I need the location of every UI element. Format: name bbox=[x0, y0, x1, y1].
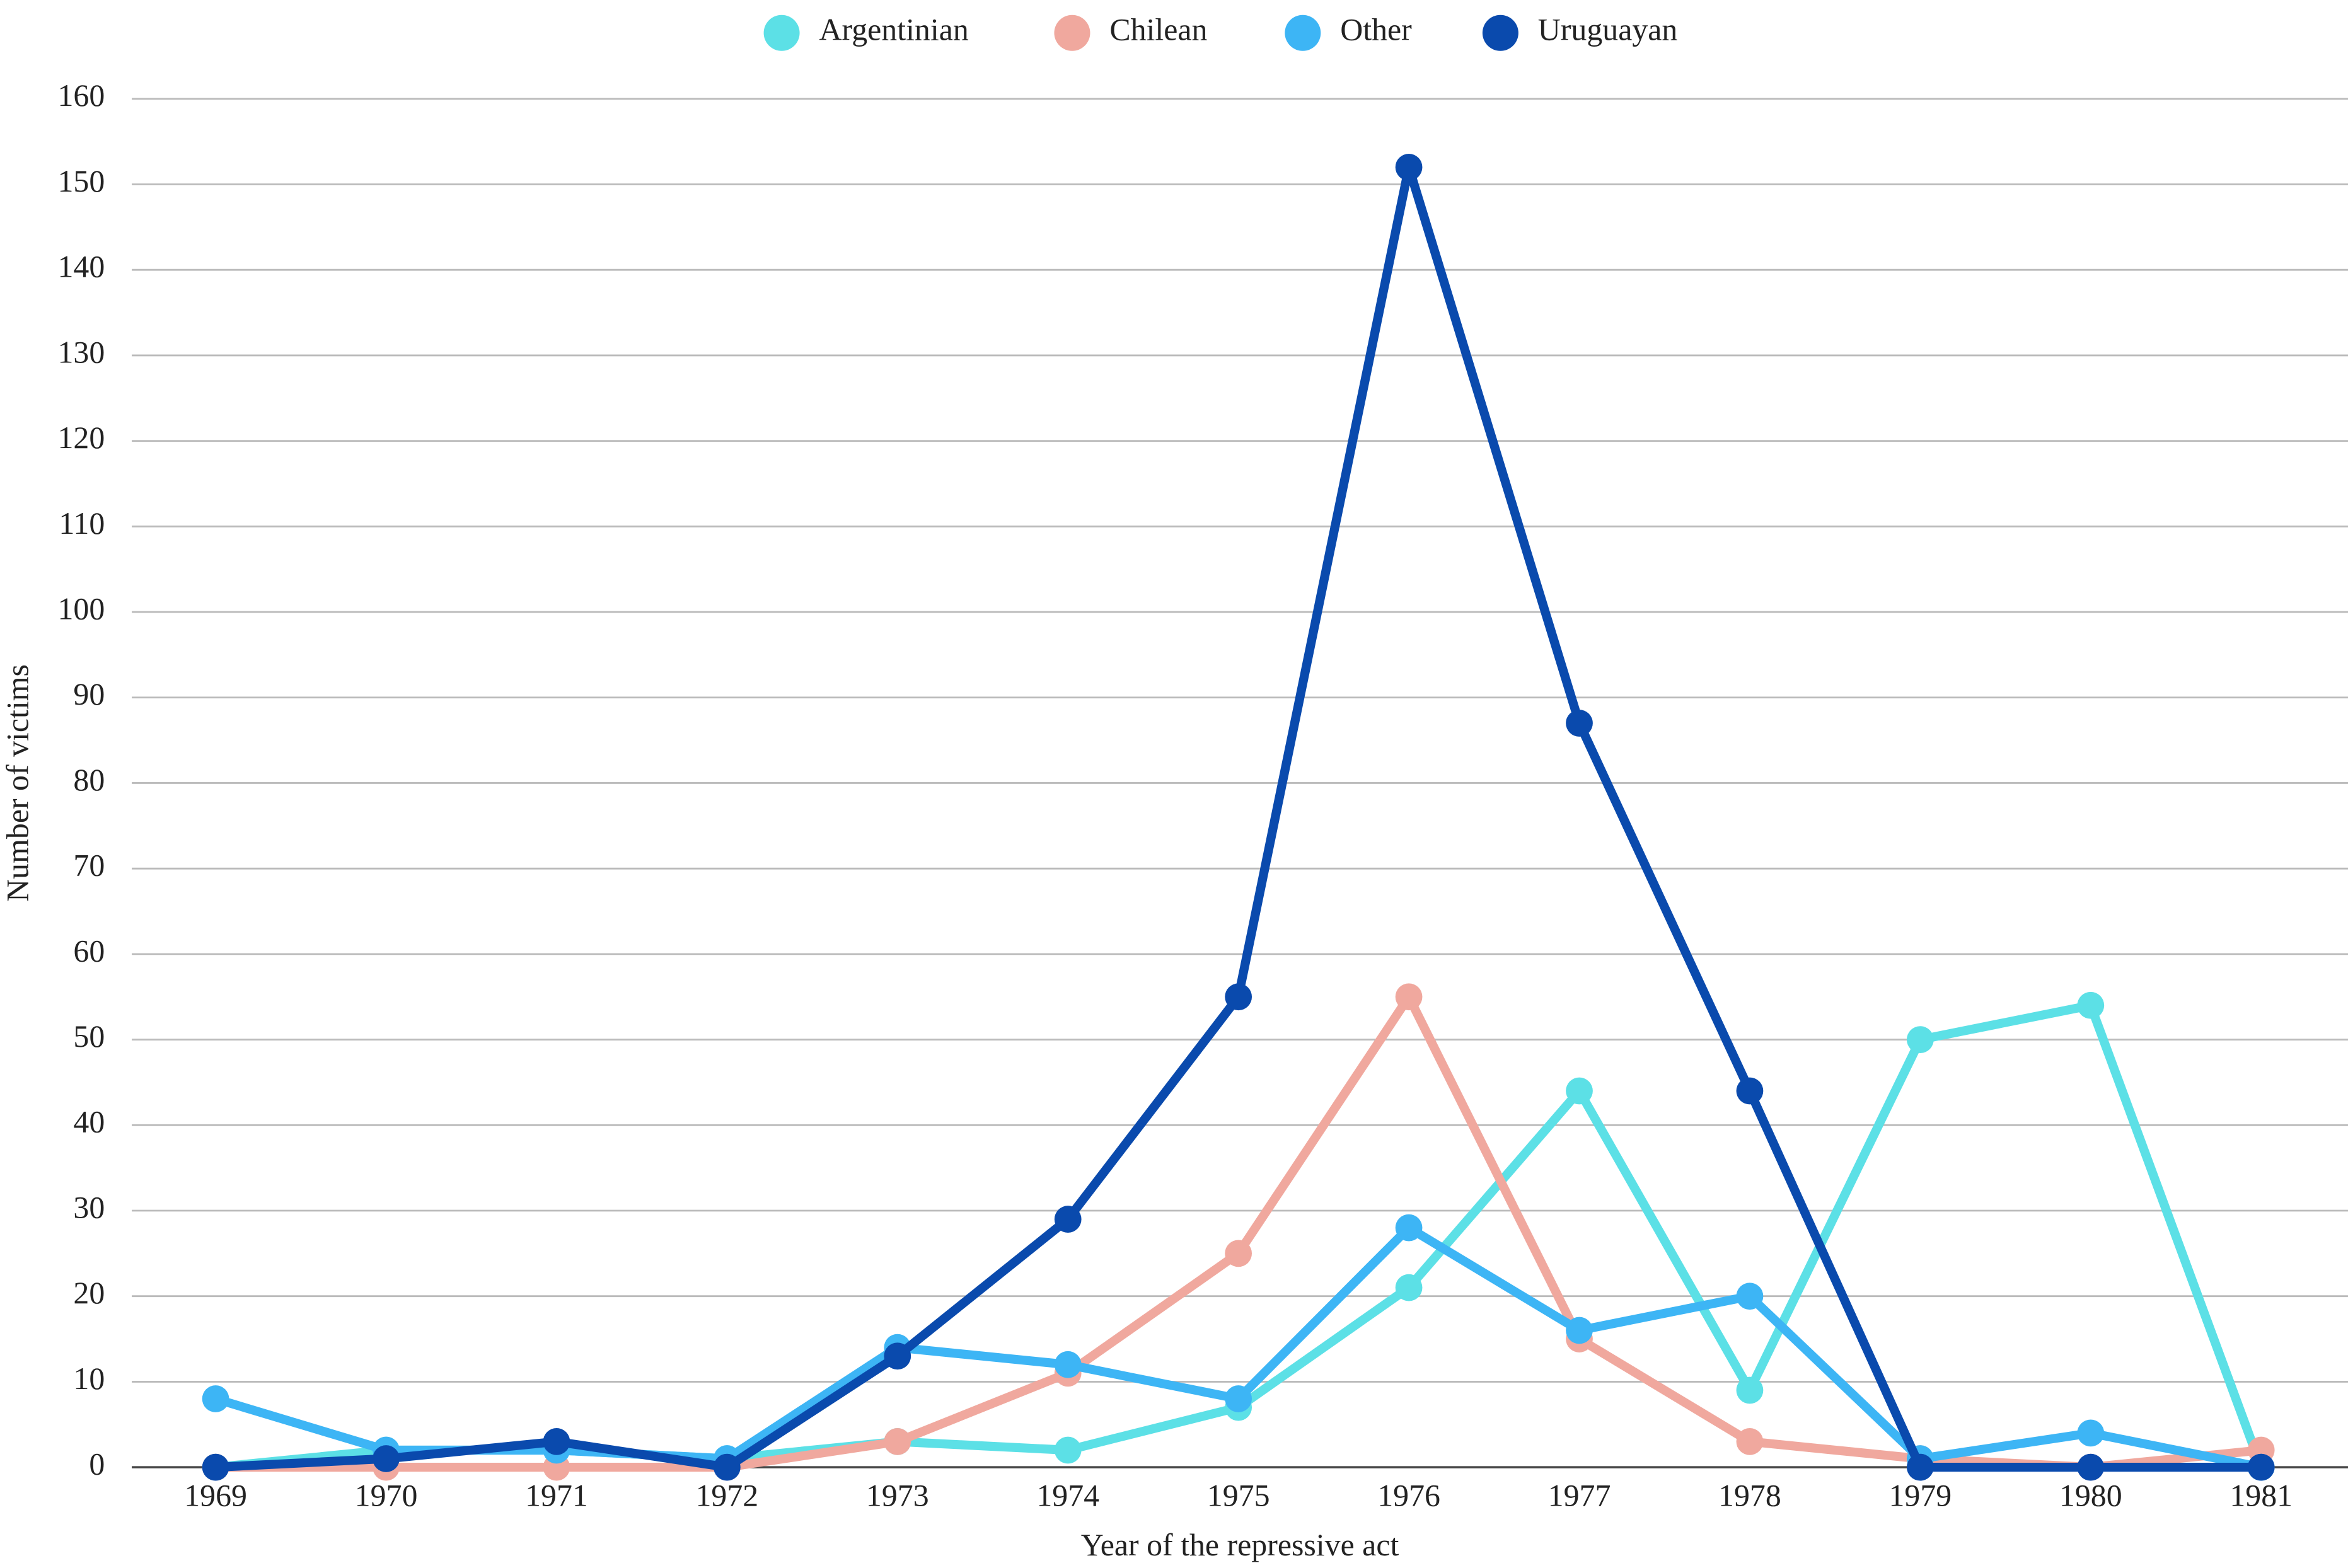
data-point bbox=[2077, 1419, 2105, 1447]
data-point bbox=[884, 1342, 911, 1370]
x-tick-label: 1976 bbox=[1377, 1478, 1440, 1513]
data-point bbox=[1736, 1077, 1764, 1105]
y-tick-label: 70 bbox=[73, 848, 105, 883]
legend-marker bbox=[1482, 14, 1518, 51]
y-tick-label: 60 bbox=[73, 933, 105, 968]
data-point bbox=[1736, 1428, 1764, 1455]
data-point bbox=[1395, 1214, 1423, 1242]
x-tick-label: 1977 bbox=[1548, 1478, 1611, 1513]
x-tick-label: 1979 bbox=[1888, 1478, 1952, 1513]
y-tick-label: 130 bbox=[57, 335, 105, 369]
data-point bbox=[2077, 1453, 2105, 1481]
y-axis-label: Number of victims bbox=[1, 664, 35, 902]
y-tick-label: 90 bbox=[73, 677, 105, 712]
data-point bbox=[373, 1445, 400, 1472]
y-tick-label: 30 bbox=[73, 1190, 105, 1225]
y-tick-label: 100 bbox=[57, 591, 105, 626]
x-tick-label: 1981 bbox=[2229, 1478, 2293, 1513]
data-point bbox=[1225, 983, 1252, 1011]
data-point bbox=[1906, 1026, 1934, 1053]
data-point bbox=[1395, 983, 1423, 1011]
y-tick-label: 50 bbox=[73, 1019, 105, 1054]
x-tick-label: 1970 bbox=[355, 1478, 418, 1513]
legend-label: Chilean bbox=[1109, 13, 1207, 47]
y-tick-label: 20 bbox=[73, 1276, 105, 1310]
x-tick-label: 1974 bbox=[1036, 1478, 1099, 1513]
data-point bbox=[1054, 1206, 1082, 1233]
y-tick-label: 160 bbox=[57, 78, 105, 113]
x-tick-label: 1971 bbox=[525, 1478, 588, 1513]
legend-marker bbox=[763, 14, 800, 51]
x-tick-label: 1972 bbox=[695, 1478, 758, 1513]
legend-label: Argentinian bbox=[819, 13, 968, 47]
data-point bbox=[1054, 1351, 1082, 1378]
data-point bbox=[202, 1453, 229, 1481]
x-tick-label: 1969 bbox=[184, 1478, 247, 1513]
data-point bbox=[1736, 1283, 1764, 1310]
data-point bbox=[1906, 1453, 1934, 1481]
x-tick-label: 1978 bbox=[1718, 1478, 1781, 1513]
data-point bbox=[1225, 1240, 1252, 1267]
y-tick-label: 40 bbox=[73, 1105, 105, 1139]
y-tick-label: 80 bbox=[73, 763, 105, 797]
data-point bbox=[202, 1385, 229, 1412]
series-line bbox=[215, 163, 2262, 1472]
y-tick-label: 120 bbox=[57, 420, 105, 455]
data-point bbox=[1225, 1385, 1252, 1412]
data-point bbox=[1566, 1317, 1593, 1344]
x-tick-label: 1975 bbox=[1207, 1478, 1270, 1513]
legend-marker bbox=[1054, 14, 1090, 51]
y-tick-label: 140 bbox=[57, 250, 105, 284]
data-point bbox=[1395, 153, 1423, 181]
data-point bbox=[1395, 1274, 1423, 1301]
data-point bbox=[1566, 1077, 1593, 1105]
data-point bbox=[1054, 1436, 1082, 1464]
x-axis-label: Year of the repressive act bbox=[1081, 1528, 1399, 1562]
legend-label: Other bbox=[1340, 13, 1412, 47]
data-point bbox=[2077, 991, 2105, 1019]
data-point bbox=[2247, 1453, 2275, 1481]
x-tick-label: 1980 bbox=[2059, 1478, 2122, 1513]
data-point bbox=[1736, 1376, 1764, 1404]
legend-marker bbox=[1285, 14, 1321, 51]
x-tick-label: 1973 bbox=[866, 1478, 929, 1513]
data-point bbox=[1566, 710, 1593, 737]
data-point bbox=[884, 1428, 911, 1455]
data-point bbox=[713, 1453, 741, 1481]
legend-label: Uruguayan bbox=[1538, 13, 1678, 47]
y-tick-label: 0 bbox=[89, 1447, 105, 1482]
y-tick-label: 110 bbox=[59, 506, 105, 541]
y-tick-label: 10 bbox=[73, 1361, 105, 1396]
data-point bbox=[543, 1428, 570, 1455]
y-tick-label: 150 bbox=[57, 164, 105, 199]
